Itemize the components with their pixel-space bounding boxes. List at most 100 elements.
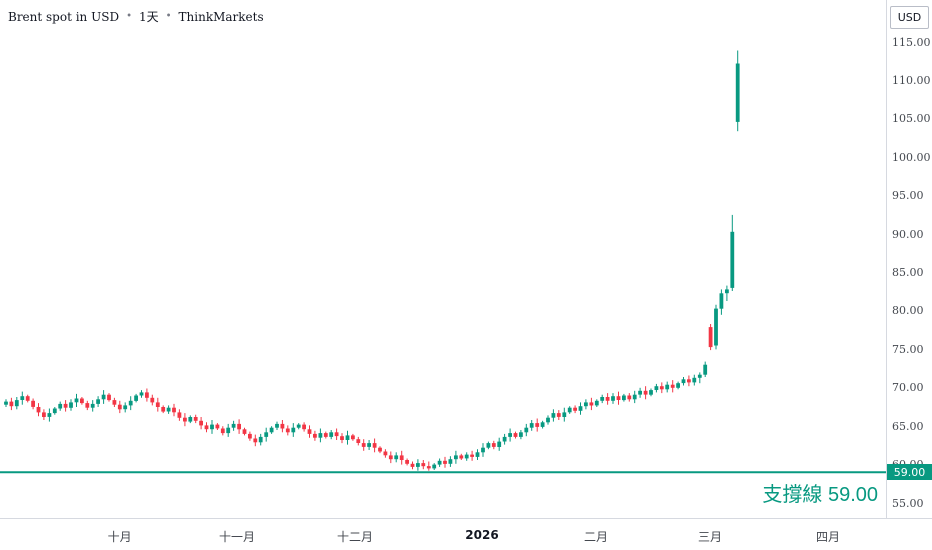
candle-body	[280, 423, 285, 429]
candle-body	[14, 400, 19, 407]
candle-body	[546, 417, 550, 423]
candle-body	[128, 400, 133, 406]
price-tick-label: 70.00	[892, 381, 924, 395]
price-tick-label: 100.00	[892, 150, 931, 164]
candle-body	[123, 405, 128, 410]
time-axis-label: 四月	[815, 530, 841, 544]
candle-body	[177, 412, 182, 418]
candle-body	[253, 438, 258, 443]
candle-body	[632, 394, 637, 400]
price-tick-label: 115.00	[892, 35, 931, 49]
candle-body	[703, 364, 708, 375]
candle-body	[199, 420, 203, 426]
time-axis-label: 十一月	[218, 530, 256, 544]
candle-body	[589, 402, 594, 406]
candle-body	[426, 466, 431, 469]
candle-body	[155, 402, 160, 407]
price-tick-label: 90.00	[892, 227, 924, 241]
currency-button[interactable]: USD	[890, 6, 929, 29]
candle-body	[454, 455, 458, 460]
candle-body	[519, 432, 523, 437]
candle-body	[578, 406, 583, 411]
candle-body	[85, 403, 90, 408]
candle-body	[361, 443, 366, 447]
candle-body	[210, 424, 214, 430]
candle-body	[248, 433, 252, 439]
candle-body	[74, 398, 79, 403]
candle-body	[25, 396, 30, 401]
candle-body	[638, 390, 642, 395]
candle-body	[340, 436, 344, 440]
candle-body	[616, 396, 621, 400]
candle-body	[551, 413, 556, 418]
candle-body	[367, 443, 371, 447]
candle-body	[622, 395, 626, 401]
candle-body	[269, 427, 274, 433]
price-tick-label: 95.00	[892, 189, 924, 203]
candle-body	[318, 433, 323, 438]
symbol-title[interactable]: Brent spot in USD	[8, 9, 120, 24]
price-tick-label: 80.00	[892, 304, 924, 318]
candle-body	[42, 412, 46, 417]
candle-body	[296, 424, 301, 428]
candle-body	[20, 396, 25, 400]
candle-body	[459, 455, 464, 459]
candle-body	[416, 463, 420, 467]
price-axis[interactable]: 59.00 115.00 110.00 105.00 100.00 95.00 90.00…	[886, 0, 932, 518]
support-price-badge: 59.00	[887, 464, 932, 481]
legend-separator: •	[126, 11, 132, 22]
interval-label[interactable]: 1天	[138, 10, 159, 24]
candle-body	[676, 383, 680, 388]
candle-body	[594, 400, 599, 406]
candle-body	[665, 384, 670, 390]
candle-body	[69, 402, 73, 408]
time-axis-label: 二月	[583, 530, 609, 544]
price-tick-label: 75.00	[892, 342, 924, 356]
candle-body	[410, 463, 415, 467]
time-axis[interactable]: 十月 十一月 十二月 2026 二月 三月 四月	[0, 518, 932, 550]
support-line-label[interactable]: 支撐線 59.00	[762, 484, 878, 507]
candle-body	[654, 386, 659, 390]
candle-body	[584, 402, 588, 407]
candle-body	[464, 454, 469, 459]
candle-body	[567, 407, 572, 413]
candle-body	[47, 413, 52, 417]
candle-body	[183, 417, 187, 422]
legend-separator: •	[165, 11, 172, 22]
chart-plot-area[interactable]: Brent spot in USD • 1天 • ThinkMarkets 支撐…	[0, 0, 886, 518]
candle-body	[226, 427, 231, 434]
candle-body	[649, 390, 653, 395]
candle-body	[432, 464, 437, 469]
candle-body	[508, 433, 512, 437]
candle-body	[101, 394, 106, 400]
candle-body	[90, 403, 95, 408]
candle-body	[291, 427, 296, 433]
candle-body	[605, 397, 610, 401]
candle-body	[161, 407, 166, 412]
price-tick-label: 85.00	[892, 266, 924, 279]
candle-body	[166, 407, 171, 412]
exchange-label: ThinkMarkets	[178, 9, 264, 24]
candle-body	[150, 397, 155, 403]
candle-body	[36, 407, 41, 413]
candle-body	[275, 423, 279, 428]
candle-body	[242, 429, 247, 434]
chart-legend[interactable]: Brent spot in USD • 1天 • ThinkMarkets	[8, 8, 264, 25]
candle-body	[529, 423, 534, 428]
candle-body	[31, 400, 35, 407]
candlestick-chart[interactable]	[0, 0, 886, 518]
candle-body	[659, 386, 664, 390]
candle-body	[52, 408, 57, 414]
candle-body	[307, 429, 312, 434]
candle-body	[112, 400, 117, 405]
candle-body	[80, 398, 84, 404]
price-tick-label: 110.00	[892, 73, 931, 87]
candle-body	[383, 451, 388, 456]
candle-body	[448, 459, 453, 464]
candle-body	[692, 377, 697, 383]
candle-body	[497, 441, 502, 447]
candle-body	[378, 447, 382, 452]
candle-body	[399, 455, 404, 460]
candle-body	[134, 395, 138, 401]
candle-body	[394, 455, 399, 460]
